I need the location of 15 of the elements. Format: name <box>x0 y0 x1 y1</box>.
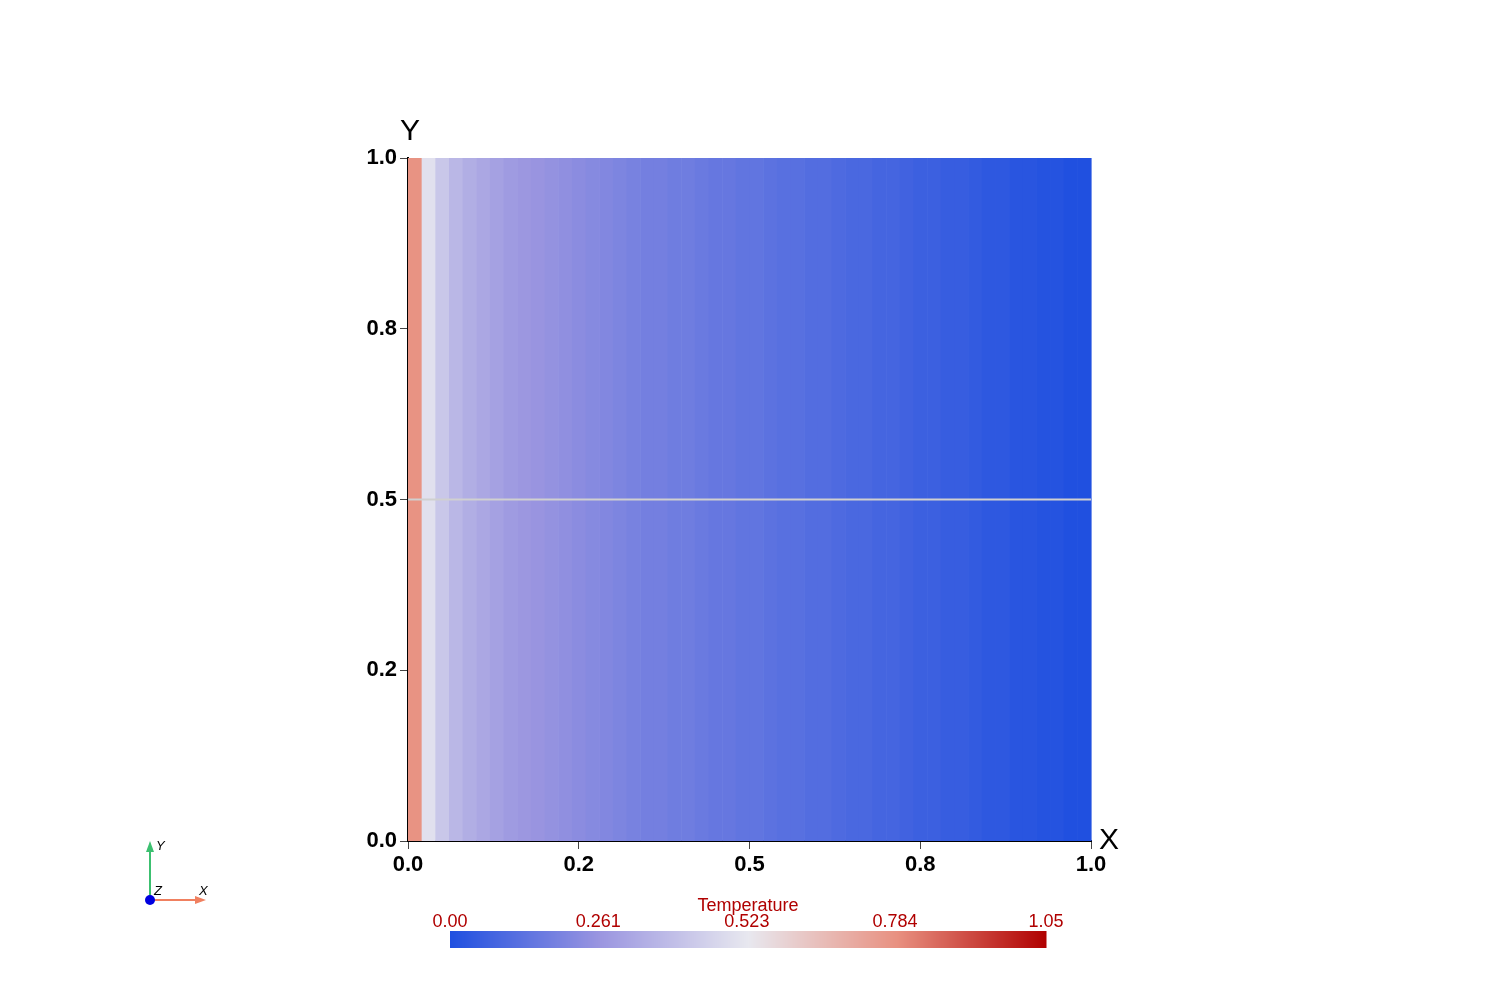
x-tick-label: 0.8 <box>904 851 936 877</box>
color-bar-label: 1.05 <box>1028 911 1064 931</box>
y-axis-title: Y <box>399 113 421 147</box>
x-tick-label: 0.5 <box>734 851 765 877</box>
y-tick-label: 1.0 <box>366 144 397 170</box>
y-tick-label: 0.2 <box>366 656 397 682</box>
y-tick-label: 0.0 <box>366 827 397 853</box>
x-tick-label: 0.2 <box>563 851 595 877</box>
color-bar-label: 0.00 <box>432 911 468 931</box>
x-tick-label: 0.0 <box>392 851 424 877</box>
y-tick-label: 0.8 <box>366 314 397 340</box>
color-bar-label: 0.784 <box>872 911 918 931</box>
color-bar-title: Temperature <box>697 895 799 915</box>
color-bar-label: 0.261 <box>575 911 621 931</box>
y-tick-label: 0.5 <box>366 485 397 511</box>
